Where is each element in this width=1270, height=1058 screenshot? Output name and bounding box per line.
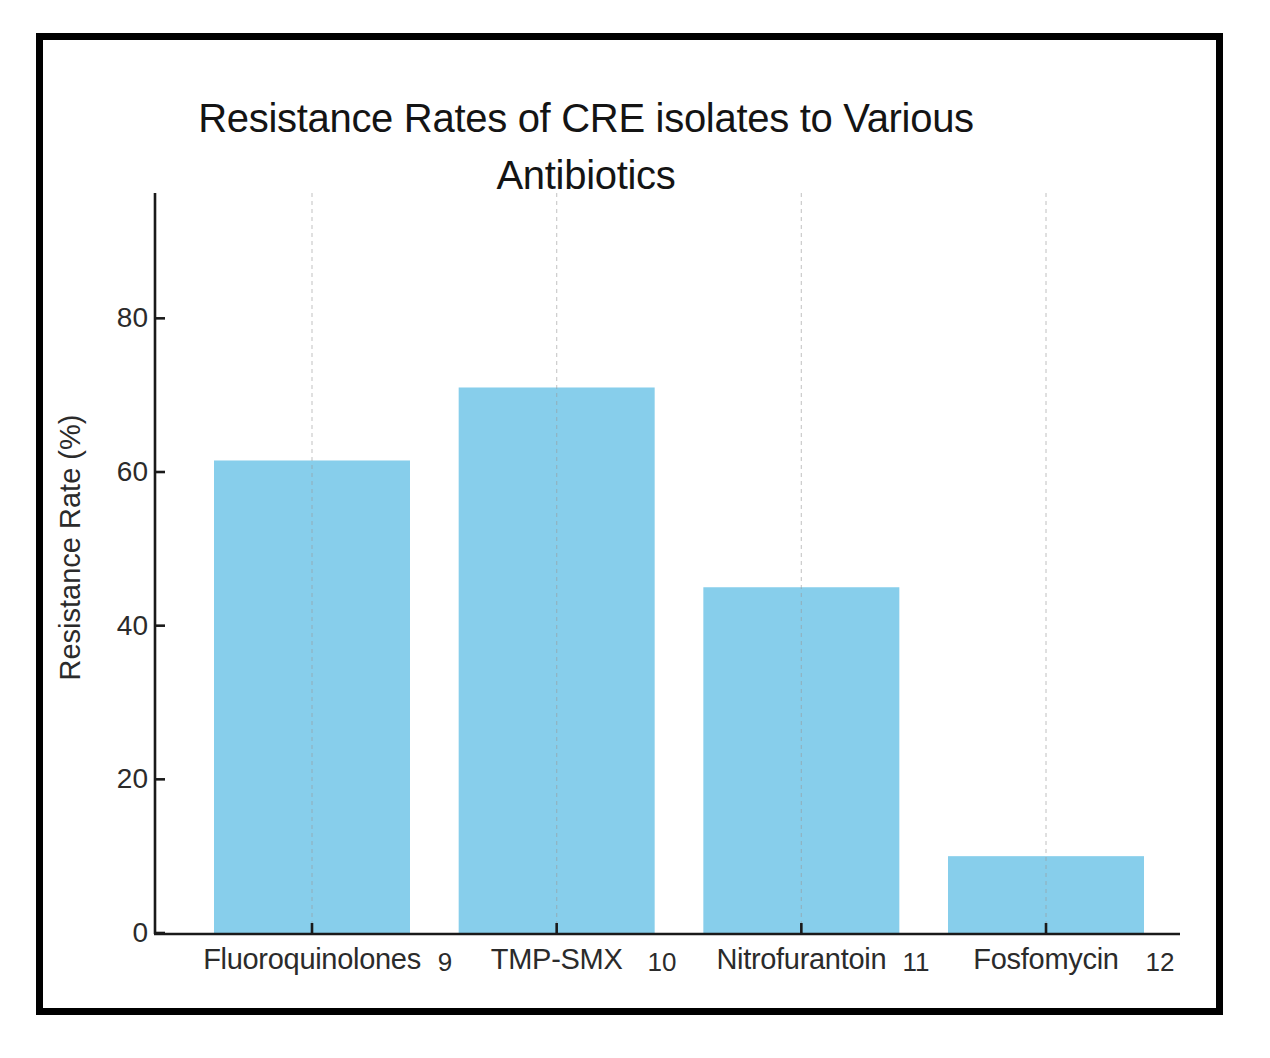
y-tick-label: 80 xyxy=(48,301,148,335)
x-tick-ref-number: 9 xyxy=(405,945,485,979)
chart-title: Resistance Rates of CRE isolates to Vari… xyxy=(136,90,1036,204)
x-tick-ref-number: 11 xyxy=(876,945,956,979)
chart-title-line-2: Antibiotics xyxy=(136,147,1036,204)
y-tick-label: 0 xyxy=(48,916,148,950)
chart-title-line-1: Resistance Rates of CRE isolates to Vari… xyxy=(136,90,1036,147)
y-tick-label: 40 xyxy=(48,609,148,643)
y-axis-label: Resistance Rate (%) xyxy=(54,348,87,748)
y-tick-label: 60 xyxy=(48,455,148,489)
y-tick-label: 20 xyxy=(48,762,148,796)
x-tick-ref-number: 12 xyxy=(1120,945,1200,979)
x-tick-ref-number: 10 xyxy=(622,945,702,979)
